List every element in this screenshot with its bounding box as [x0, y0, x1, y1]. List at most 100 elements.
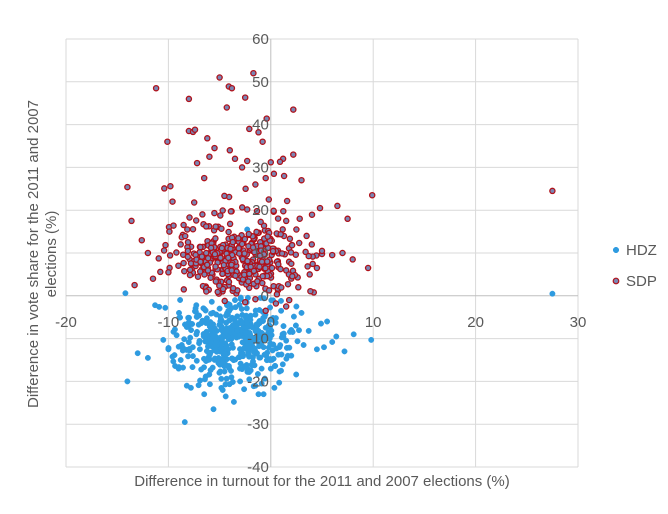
data-point-hdz	[294, 338, 301, 345]
data-point-hdz	[222, 381, 229, 388]
y-axis-title-line-1: Difference in vote share for the 2011 an…	[25, 100, 42, 408]
data-point-sdp	[290, 151, 297, 158]
data-point-hdz	[267, 316, 274, 323]
y-tick-label: -40	[247, 459, 269, 476]
data-point-sdp	[190, 199, 198, 206]
data-point-sdp	[161, 185, 168, 192]
data-point-sdp	[181, 232, 189, 240]
data-point-hdz	[279, 361, 286, 368]
data-point-hdz	[230, 398, 237, 405]
data-point-hdz	[201, 355, 207, 362]
data-point-hdz	[228, 334, 235, 341]
data-point-sdp	[241, 235, 249, 243]
legend-item-sdp[interactable]: SDP	[612, 273, 657, 290]
data-point-hdz	[267, 340, 274, 347]
data-point-hdz	[212, 347, 219, 354]
data-point-hdz	[212, 340, 218, 347]
data-point-hdz	[200, 331, 207, 337]
data-point-sdp	[284, 280, 292, 288]
data-point-sdp	[252, 295, 259, 303]
data-point-hdz	[237, 360, 244, 367]
data-point-sdp	[309, 260, 316, 268]
data-point-sdp	[288, 241, 296, 249]
data-point-sdp	[246, 125, 253, 133]
data-point-sdp	[124, 183, 131, 191]
data-point-hdz	[144, 354, 151, 361]
data-point-hdz	[207, 349, 214, 356]
data-point-hdz	[177, 357, 184, 363]
data-point-hdz	[229, 379, 236, 385]
data-point-hdz	[278, 367, 284, 374]
data-point-sdp	[247, 263, 254, 271]
data-point-hdz	[201, 391, 208, 398]
data-point-hdz	[169, 353, 176, 360]
data-point-hdz	[350, 331, 357, 338]
data-point-sdp	[288, 260, 295, 267]
data-point-hdz	[234, 327, 241, 334]
data-point-hdz	[218, 326, 225, 333]
data-point-hdz	[251, 345, 258, 352]
data-point-hdz	[124, 378, 131, 385]
data-point-sdp	[204, 135, 211, 142]
data-point-sdp	[287, 249, 295, 256]
data-point-sdp	[223, 104, 231, 111]
data-point-sdp	[262, 174, 269, 182]
data-point-hdz	[260, 334, 267, 341]
data-point-sdp	[334, 202, 341, 210]
data-point-hdz	[210, 332, 217, 339]
data-point-sdp	[138, 236, 146, 244]
data-point-hdz	[162, 304, 169, 311]
y-axis-title: Difference in vote share for the 2011 an…	[25, 100, 60, 408]
y-tick-label: -30	[247, 416, 269, 433]
data-point-sdp	[270, 170, 278, 178]
data-point-sdp	[253, 228, 260, 236]
data-point-sdp	[231, 155, 239, 163]
data-point-sdp	[201, 271, 208, 278]
data-point-hdz	[288, 352, 295, 359]
data-point-hdz	[549, 290, 556, 297]
data-point-hdz	[187, 384, 194, 391]
data-point-hdz	[300, 342, 307, 348]
data-point-hdz	[219, 387, 226, 393]
y-tick-label: 50	[252, 74, 269, 91]
data-point-sdp	[194, 273, 202, 280]
data-point-hdz	[181, 336, 188, 343]
data-point-sdp	[202, 223, 210, 230]
data-point-hdz	[261, 375, 268, 382]
data-point-sdp	[217, 212, 224, 219]
data-point-hdz	[196, 337, 203, 344]
data-point-sdp	[207, 274, 214, 281]
data-point-hdz	[216, 361, 223, 368]
x-tick-label: -20	[55, 314, 77, 331]
data-point-hdz	[245, 347, 251, 354]
data-point-sdp	[278, 250, 286, 257]
data-point-sdp	[285, 296, 293, 304]
data-point-sdp	[265, 196, 273, 203]
data-point-sdp	[245, 278, 252, 285]
data-point-hdz	[249, 324, 256, 331]
data-point-sdp	[181, 267, 188, 275]
data-point-hdz	[202, 338, 209, 345]
y-tick-label: 10	[252, 245, 269, 262]
data-point-hdz	[243, 319, 250, 326]
data-point-sdp	[155, 255, 162, 262]
data-point-hdz	[278, 307, 285, 314]
data-point-sdp	[203, 288, 210, 295]
legend-item-hdz[interactable]: HDZ	[612, 242, 657, 259]
data-point-hdz	[187, 334, 194, 341]
gridlines	[65, 38, 579, 468]
data-point-hdz	[249, 354, 256, 361]
data-point-hdz	[255, 391, 262, 398]
data-point-sdp	[218, 244, 226, 252]
data-point-sdp	[256, 263, 263, 270]
data-point-hdz	[244, 368, 251, 375]
data-point-hdz	[368, 336, 375, 343]
data-point-sdp	[245, 230, 253, 238]
data-point-sdp	[273, 291, 281, 298]
data-point-hdz	[193, 357, 200, 364]
data-point-sdp	[165, 269, 172, 276]
data-point-hdz	[258, 341, 264, 348]
data-point-hdz	[241, 386, 248, 393]
data-point-hdz	[201, 376, 208, 383]
data-point-hdz	[218, 375, 225, 382]
